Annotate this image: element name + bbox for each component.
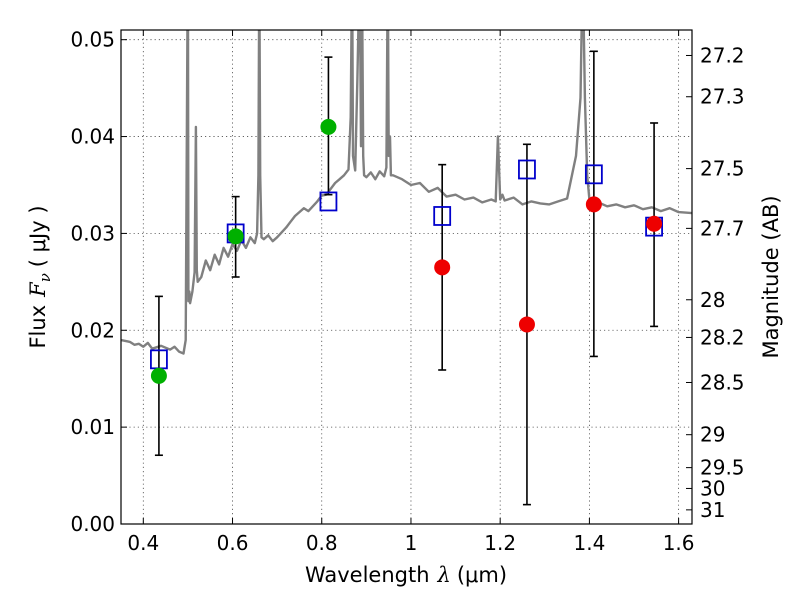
green-data-point [320,118,337,135]
right-tick-label: 29 [700,423,725,447]
right-tick-label: 28.2 [700,325,745,349]
right-tick-label: 28 [700,288,725,312]
grid [121,30,692,525]
y-axis-title: FluxFν( μJy ) [26,205,54,348]
red-data-point [434,259,451,276]
red-data-point [585,196,602,213]
x-tick-label: 0.4 [127,531,159,555]
red-data-point [518,316,535,333]
model-box-marker [433,206,452,226]
x-tick-label: 1 [405,531,418,555]
axis-ticks: 0.4 0.6 0.8 1 1.2 1.4 1.6 0.00 0.01 0.02 0.03 0.04 0… [70,28,744,555]
right-tick-label: 27.3 [700,85,745,109]
y-tick-label: 0.05 [70,28,115,52]
error-bars [154,50,659,506]
x-tick-label: 1.4 [573,531,605,555]
x-axis-title: Wavelength λ (μm) [305,563,507,587]
data-markers [150,118,663,384]
right-tick-label: 27.7 [700,216,745,240]
y-tick-label: 0.03 [70,221,115,245]
y-tick-label: 0.01 [70,415,115,439]
green-data-point [150,367,167,384]
right-tick-label: 27.2 [700,43,745,67]
model-spectrum-line [121,30,692,355]
right-tick-label: 31 [700,498,725,522]
right-axis-title: Magnitude (AB) [759,195,783,358]
y-tick-label: 0.04 [70,125,115,149]
x-tick-label: 1.6 [663,531,695,555]
x-tick-label: 1.2 [484,531,516,555]
red-data-point [646,215,663,232]
plot-frame [120,29,693,525]
y-tick-label: 0.00 [70,512,115,536]
right-tick-label: 27.5 [700,157,745,181]
green-data-point [227,228,244,245]
y-tick-label: 0.02 [70,318,115,342]
right-tick-label: 28.5 [700,370,745,394]
x-tick-label: 0.6 [217,531,249,555]
model-box-marker [584,164,603,185]
x-tick-label: 0.8 [306,531,338,555]
model-box-marker [319,191,338,212]
model-box-marker [518,159,536,180]
right-tick-label: 30 [700,476,725,500]
right-tick-label: 29.5 [700,456,745,480]
